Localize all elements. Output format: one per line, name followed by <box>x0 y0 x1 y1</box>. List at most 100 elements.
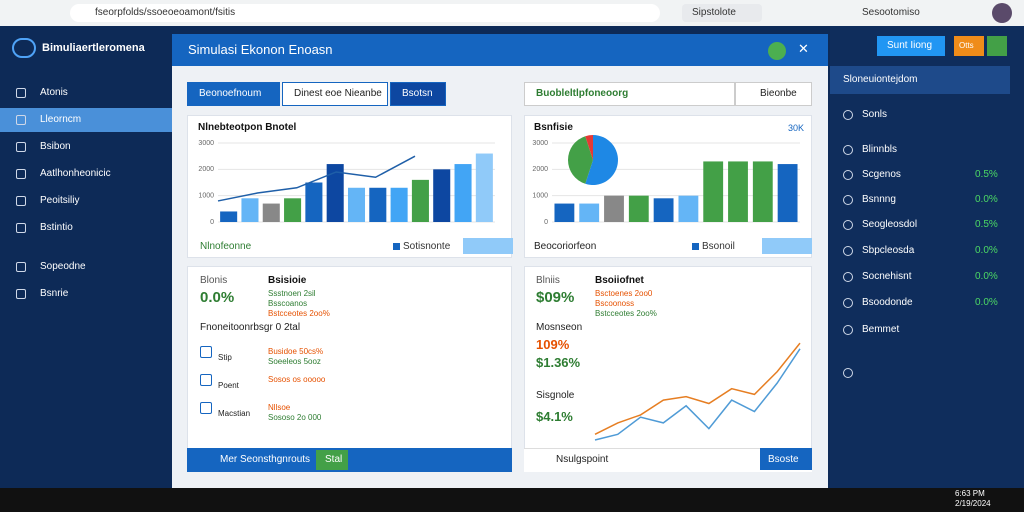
row-label: Macstian <box>218 409 251 418</box>
bar <box>454 164 472 222</box>
card-line: Bsctoenes 2oo0 <box>595 289 653 298</box>
nav-item[interactable]: Peoitsiliy <box>40 195 80 206</box>
y-tick-label: 2000 <box>532 166 548 173</box>
item-name: Sbpcleosda <box>862 245 915 256</box>
action-label[interactable]: Bieonbe <box>760 88 797 99</box>
bar <box>752 161 773 222</box>
action-button[interactable] <box>735 82 812 106</box>
nav-item[interactable]: Atonis <box>40 87 68 98</box>
legend-label: Bsonoil <box>702 241 735 252</box>
y-tick-label: 1000 <box>532 193 548 200</box>
tab[interactable] <box>187 82 280 106</box>
row-icon <box>200 374 212 386</box>
row-icon <box>200 402 212 414</box>
nav-item[interactable]: Bsibon <box>40 141 71 152</box>
bar <box>628 195 649 222</box>
panel <box>187 115 512 258</box>
row-label: Poent <box>218 381 239 390</box>
nav-icon <box>16 289 26 299</box>
search: Sipstolote <box>692 7 736 18</box>
panel-button[interactable] <box>877 36 945 56</box>
row-value: Nllsoe <box>268 403 291 412</box>
user-icon <box>768 42 786 60</box>
trend-line <box>217 155 416 202</box>
item-icon <box>843 220 853 230</box>
panel <box>524 266 812 472</box>
nav-item[interactable]: Bstintio <box>40 222 73 233</box>
bar <box>777 164 798 222</box>
series-line <box>594 342 801 435</box>
item-icon <box>843 145 853 155</box>
bar <box>284 198 302 222</box>
url: fseorpfolds/ssoeoeoamont/fsitis <box>95 7 236 18</box>
active-item[interactable] <box>0 108 172 132</box>
avatar[interactable] <box>992 3 1012 23</box>
nav-icon <box>16 169 26 179</box>
url-box[interactable] <box>70 4 660 22</box>
y-tick-label: 1000 <box>198 193 214 200</box>
bar <box>604 195 624 222</box>
sidebar <box>0 26 172 488</box>
footer-button-label[interactable]: Stal <box>325 454 343 465</box>
bar <box>728 161 748 222</box>
footer-button[interactable] <box>316 450 348 470</box>
bar <box>579 203 600 222</box>
chart-footer: Beocoriorfeon <box>534 241 597 252</box>
y-tick-label: 2000 <box>198 166 214 173</box>
close[interactable]: ✕ <box>798 41 809 56</box>
item-value: 0.0% <box>975 297 998 308</box>
y-tick-label: 0 <box>544 219 548 226</box>
card-label: Blniis <box>536 275 560 286</box>
footer-label[interactable]: Mer Seonsthgnrouts <box>220 454 311 465</box>
tab[interactable] <box>390 82 446 106</box>
date: 2/19/2024 <box>955 499 991 508</box>
bar <box>347 187 366 222</box>
stat-value: 109% <box>536 337 570 352</box>
bar <box>703 161 724 222</box>
tab-label[interactable]: Bsotsn <box>402 88 433 99</box>
item-icon <box>843 246 853 256</box>
card-line: Bscoonoss <box>595 299 635 308</box>
tab[interactable] <box>282 82 388 106</box>
card-heading: Bsoiiofnet <box>595 275 644 286</box>
logo <box>12 38 36 58</box>
row-icon <box>200 346 212 358</box>
card-footer[interactable] <box>187 448 512 472</box>
panel-header-label: Sloneuiontejdom <box>843 74 918 85</box>
legend-swatch <box>692 243 699 250</box>
item-icon <box>843 298 853 308</box>
nav-item[interactable]: Aatlhonheonicic <box>40 168 111 179</box>
row-value: Sososo 2o 000 <box>268 413 322 422</box>
search-box[interactable] <box>682 4 762 22</box>
footer-label: Nsulgspoint <box>556 454 609 465</box>
nav-item[interactable]: Lleorncm <box>40 114 82 125</box>
footer-button-label[interactable]: Bsoste <box>768 454 799 465</box>
panel-button[interactable] <box>987 36 1007 56</box>
taskbar <box>0 488 1024 512</box>
legend-bar[interactable] <box>762 238 812 254</box>
brand: Bimuliaertleromena <box>42 42 145 54</box>
panel-button[interactable] <box>954 36 984 56</box>
bar <box>678 195 699 222</box>
nav-item[interactable]: Bsnrie <box>40 288 69 299</box>
nav-item[interactable]: Sopeodne <box>40 261 86 272</box>
bar <box>475 153 493 222</box>
pie-slice <box>585 135 593 160</box>
tab-label[interactable]: Dinest eoe Nieanbe <box>294 88 382 99</box>
dropdown-label: Buobleltlpfoneoorg <box>536 88 629 99</box>
panel-button-label[interactable]: Otts <box>959 41 974 50</box>
item-name: Seogleosdol <box>862 219 918 230</box>
footer-button[interactable] <box>760 448 812 470</box>
legend-bar[interactable] <box>463 238 513 254</box>
bar <box>390 187 408 222</box>
tab-label[interactable]: Beonoefnoum <box>199 88 262 99</box>
panel-button-label[interactable]: Sunt Iiong <box>887 40 933 51</box>
item-name: Blinnbls <box>862 144 898 155</box>
nav-icon <box>16 142 26 152</box>
dropdown[interactable] <box>524 82 735 106</box>
item-value: 0.5% <box>975 219 998 230</box>
item-icon <box>843 110 853 120</box>
item-icon <box>843 325 853 335</box>
